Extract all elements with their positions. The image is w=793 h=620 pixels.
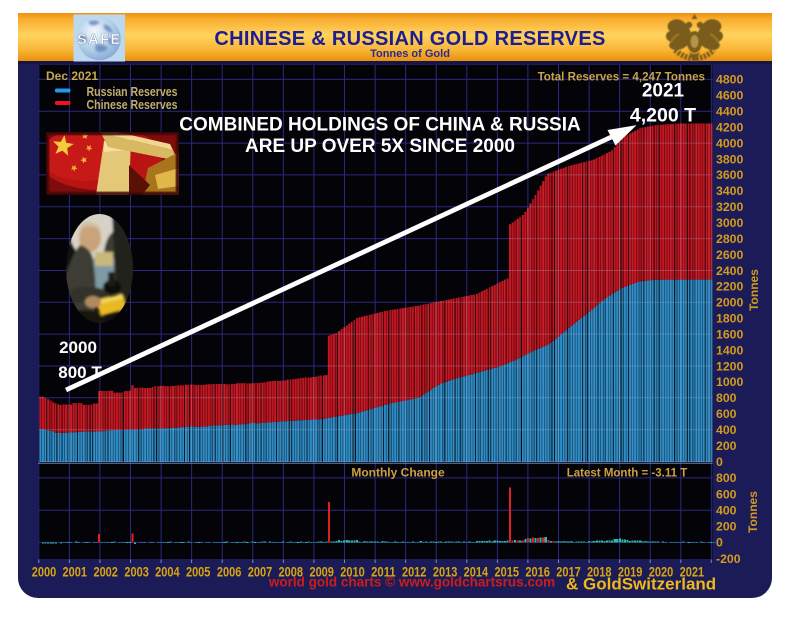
svg-text:-200: -200 <box>716 552 741 566</box>
svg-text:2200: 2200 <box>716 280 744 294</box>
svg-text:0: 0 <box>716 536 723 550</box>
svg-text:1800: 1800 <box>716 312 744 326</box>
svg-text:800: 800 <box>716 471 737 485</box>
svg-text:4200: 4200 <box>716 120 744 134</box>
svg-text:Latest Month = -3.11 T: Latest Month = -3.11 T <box>567 468 687 480</box>
svg-text:& GoldSwitzerland: & GoldSwitzerland <box>566 575 716 594</box>
svg-text:3800: 3800 <box>716 152 744 166</box>
svg-text:Tonnes: Tonnes <box>746 491 760 533</box>
svg-text:4000: 4000 <box>716 136 744 150</box>
svg-text:Dec 2021: Dec 2021 <box>46 69 98 83</box>
svg-text:Russian Reserves: Russian Reserves <box>87 85 178 99</box>
svg-text:200: 200 <box>716 520 737 534</box>
svg-text:2000: 2000 <box>716 296 744 310</box>
svg-text:2400: 2400 <box>716 264 744 278</box>
svg-text:ARE UP OVER 5X SINCE 2000: ARE UP OVER 5X SINCE 2000 <box>245 136 515 157</box>
svg-text:4800: 4800 <box>716 73 744 87</box>
svg-text:0: 0 <box>716 455 723 469</box>
svg-text:1400: 1400 <box>716 343 744 357</box>
svg-text:600: 600 <box>716 487 737 501</box>
svg-text:2003: 2003 <box>124 564 149 580</box>
svg-text:3400: 3400 <box>716 184 744 198</box>
svg-text:1200: 1200 <box>716 359 744 373</box>
svg-text:2001: 2001 <box>63 564 88 580</box>
svg-text:4400: 4400 <box>716 105 744 119</box>
svg-text:2006: 2006 <box>217 564 242 580</box>
svg-text:2005: 2005 <box>186 564 211 580</box>
svg-text:Tonnes of Gold: Tonnes of Gold <box>370 48 450 60</box>
svg-text:3600: 3600 <box>716 168 744 182</box>
svg-text:3200: 3200 <box>716 200 744 214</box>
svg-text:2600: 2600 <box>716 248 744 262</box>
svg-text:SAFE: SAFE <box>77 32 122 48</box>
svg-text:400: 400 <box>716 423 737 437</box>
svg-text:1000: 1000 <box>716 375 744 389</box>
svg-text:200: 200 <box>716 439 737 453</box>
svg-text:Monthly Change: Monthly Change <box>351 466 445 480</box>
svg-text:400: 400 <box>716 503 737 517</box>
svg-text:Chinese Reserves: Chinese Reserves <box>87 98 178 112</box>
svg-text:800: 800 <box>716 391 737 405</box>
svg-text:2021: 2021 <box>642 81 685 102</box>
svg-text:3000: 3000 <box>716 216 744 230</box>
svg-text:2002: 2002 <box>93 564 118 580</box>
svg-text:2004: 2004 <box>155 564 180 580</box>
svg-text:2000: 2000 <box>59 338 97 357</box>
svg-text:2800: 2800 <box>716 232 744 246</box>
svg-text:Tonnes: Tonnes <box>747 269 761 311</box>
svg-text:4,200 T: 4,200 T <box>630 105 696 127</box>
svg-text:2000: 2000 <box>32 564 57 580</box>
svg-text:world gold charts © www.goldch: world gold charts © www.goldchartsrus.co… <box>268 575 555 590</box>
svg-text:4600: 4600 <box>716 89 744 103</box>
svg-text:COMBINED HOLDINGS OF CHINA & R: COMBINED HOLDINGS OF CHINA & RUSSIA <box>179 115 581 136</box>
svg-text:800 T: 800 T <box>58 363 102 382</box>
svg-text:600: 600 <box>716 407 737 421</box>
svg-text:CHINESE & RUSSIAN GOLD RESERVE: CHINESE & RUSSIAN GOLD RESERVES <box>214 28 605 50</box>
svg-text:1600: 1600 <box>716 327 744 341</box>
